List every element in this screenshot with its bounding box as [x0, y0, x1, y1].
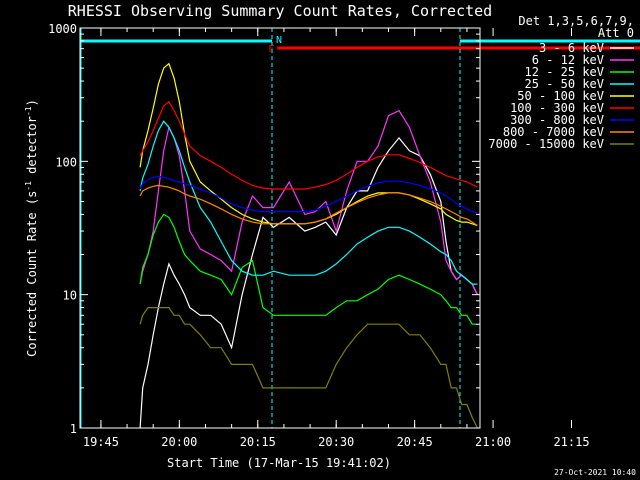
night-flag-label: N — [276, 35, 282, 46]
y-axis-label-end: ) — [25, 99, 39, 106]
y-axis: 1 10 100 1000 — [48, 22, 480, 436]
legend-label-8: 7000 - 15000 keV — [488, 137, 604, 151]
x-tick-label: 21:00 — [475, 435, 511, 449]
legend-label-5: 100 - 300 keV — [510, 101, 604, 115]
series-line-6 — [139, 175, 478, 214]
legend-label-0: 3 - 6 keV — [539, 41, 604, 55]
y-tick-label: 1000 — [48, 22, 77, 36]
y-axis-label-sup1: -1 — [24, 181, 33, 191]
flare-flag-label: F — [268, 44, 274, 55]
x-tick-label: 20:15 — [240, 435, 276, 449]
x-axis-label: Start Time (17-Mar-15 19:41:02) — [167, 456, 391, 470]
legend-label-2: 12 - 25 keV — [525, 65, 604, 79]
x-axis: 19:45 20:00 20:15 20:30 20:45 21:00 21:15 — [83, 28, 590, 449]
legend-label-1: 6 - 12 keV — [532, 53, 604, 67]
chart-title: RHESSI Observing Summary Count Rates, Co… — [68, 2, 492, 20]
legend-header-line2: Att 0 — [598, 26, 634, 40]
legend-header-line1: Det 1,3,5,6,7,9, — [518, 14, 634, 28]
y-tick-label: 100 — [55, 155, 77, 169]
legend-label-7: 800 - 7000 keV — [503, 125, 604, 139]
series-line-2 — [139, 213, 478, 325]
legend-label-3: 25 - 50 keV — [525, 77, 604, 91]
legend-label-6: 300 - 800 keV — [510, 113, 604, 127]
legend-label-4: 50 - 100 keV — [517, 89, 604, 103]
series-layer — [139, 62, 478, 429]
svg-text:Corrected Count Rate (s-1 dete: Corrected Count Rate (s-1 detector-1) — [24, 99, 39, 357]
series-line-3 — [139, 120, 478, 285]
x-tick-label: 20:30 — [318, 435, 354, 449]
y-tick-label: 1 — [70, 422, 77, 436]
y-tick-label: 10 — [63, 289, 77, 303]
x-tick-label: 20:45 — [397, 435, 433, 449]
y-axis-label-text: Corrected Count Rate (s — [25, 191, 39, 357]
series-line-0 — [139, 136, 478, 429]
x-tick-label: 20:00 — [161, 435, 197, 449]
y-axis-label-mid: detector — [25, 116, 39, 181]
footer-date: 27-Oct-2021 10:40 — [554, 468, 636, 477]
series-line-5 — [139, 100, 478, 190]
series-line-8 — [139, 307, 478, 429]
x-tick-label: 21:15 — [553, 435, 589, 449]
series-line-7 — [139, 184, 478, 227]
y-axis-label-sup2: -1 — [24, 106, 33, 116]
y-axis-label: Corrected Count Rate (s-1 detector-1) — [24, 99, 39, 357]
plot-frame — [79, 27, 481, 429]
flag-bars: FN — [80, 28, 640, 428]
x-tick-label: 19:45 — [83, 435, 119, 449]
